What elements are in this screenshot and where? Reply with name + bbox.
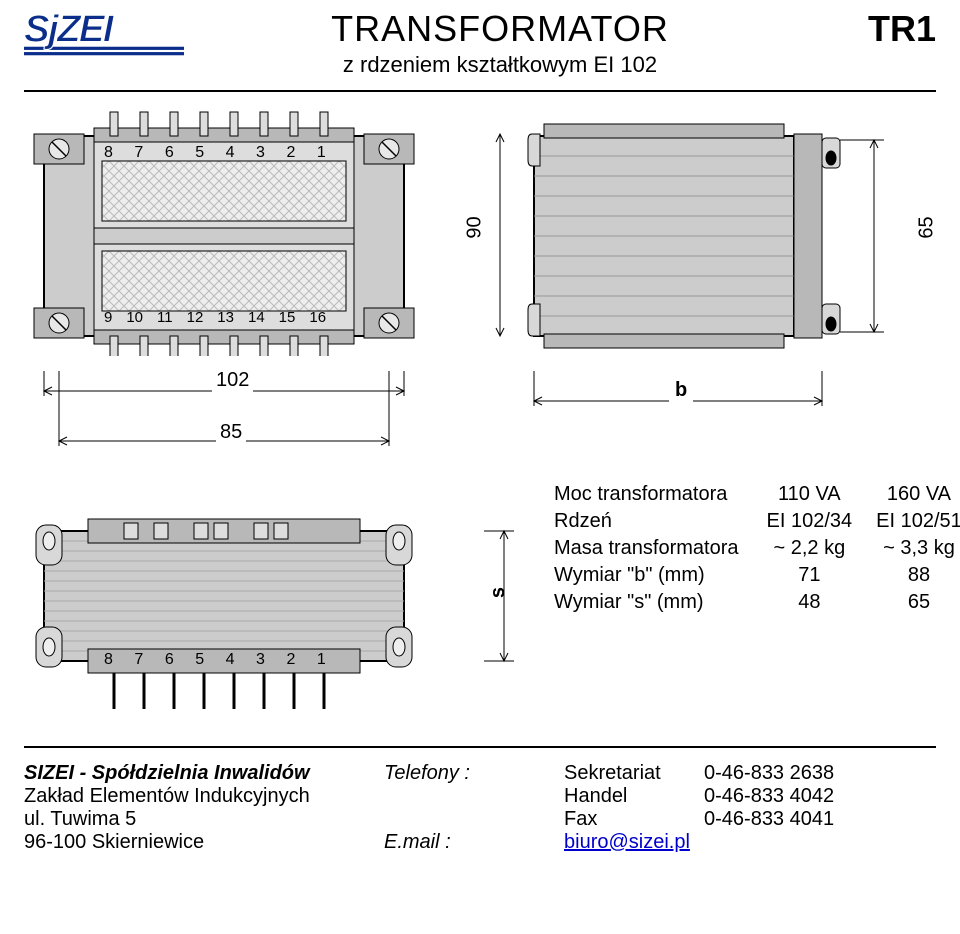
pin-label: 6	[165, 144, 174, 162]
spec-v1: 110 VA	[755, 481, 865, 508]
svg-text:SjZEI: SjZEI	[24, 8, 115, 50]
pin-label: 5	[195, 144, 204, 162]
dim-s-wrap: s	[484, 481, 524, 716]
pin-label: 11	[157, 309, 173, 326]
pin-label: 16	[309, 309, 326, 326]
product-code: TR1	[816, 8, 936, 50]
spec-name: Moc transformatora	[554, 481, 755, 508]
dim-90: 90	[464, 216, 487, 238]
pin-label: 7	[134, 651, 143, 669]
company-name: SIZEI - Spółdzielnia Inwalidów	[24, 762, 384, 785]
pin-label: 15	[279, 309, 296, 326]
dims-right: b	[474, 371, 936, 471]
specs-row: 8 7 6 5 4 3 2 1 s	[24, 481, 936, 716]
pin-label: 3	[256, 651, 265, 669]
pin-label: 3	[256, 144, 265, 162]
dim-s: s	[487, 587, 510, 598]
spec-row: Rdzeń EI 102/34 EI 102/51	[554, 508, 960, 535]
dim-85: 85	[216, 421, 246, 444]
spec-row: Wymiar "b" (mm) 71 88	[554, 562, 960, 589]
email-label: E.mail :	[384, 831, 564, 854]
pin-label: 10	[126, 309, 143, 326]
specs-table-wrap: Moc transformatora 110 VA 160 VA Rdzeń E…	[554, 481, 960, 616]
spec-row: Masa transformatora ~ 2,2 kg ~ 3,3 kg	[554, 535, 960, 562]
pin-label: 2	[286, 144, 295, 162]
footer: SIZEI - Spółdzielnia Inwalidów Zakład El…	[24, 762, 936, 854]
footer-address: SIZEI - Spółdzielnia Inwalidów Zakład El…	[24, 762, 384, 854]
pin-label: 7	[134, 144, 143, 162]
pin-label: 4	[226, 144, 235, 162]
dim-102: 102	[212, 369, 253, 392]
pin-label: 14	[248, 309, 265, 326]
contact-label: Sekretariat	[564, 762, 694, 785]
front-view: 8 7 6 5 4 3 2 1 9 10 11 12 13 14 15	[24, 106, 454, 361]
footer-labels: Telefony : E.mail :	[384, 762, 564, 854]
footer-contacts: Sekretariat 0-46-833 2638 Handel 0-46-83…	[564, 762, 936, 854]
top-view-wrap: 8 7 6 5 4 3 2 1	[24, 481, 454, 716]
company-city: 96-100 Skierniewice	[24, 831, 384, 854]
pin-label: 2	[286, 651, 295, 669]
pin-label: 4	[226, 651, 235, 669]
contact-num: 0-46-833 4041	[704, 808, 834, 831]
spec-v2: 88	[864, 562, 960, 589]
dims-left: 102 85	[24, 371, 454, 471]
spec-v1: ~ 2,2 kg	[755, 535, 865, 562]
pin-label: 12	[187, 309, 204, 326]
spec-name: Rdzeń	[554, 508, 755, 535]
pin-label: 6	[165, 651, 174, 669]
title-main: TRANSFORMATOR	[184, 8, 816, 50]
pin-label: 13	[217, 309, 234, 326]
side-view-wrap: 90	[474, 106, 936, 361]
logo: SjZEI	[24, 8, 184, 67]
email-link[interactable]: biuro@sizei.pl	[564, 831, 690, 853]
page-root: SjZEI TRANSFORMATOR z rdzeniem kształtko…	[0, 0, 960, 874]
spec-v2: 160 VA	[864, 481, 960, 508]
specs-table: Moc transformatora 110 VA 160 VA Rdzeń E…	[554, 481, 960, 616]
pin-label: 5	[195, 651, 204, 669]
spec-name: Wymiar "b" (mm)	[554, 562, 755, 589]
company-street: ul. Tuwima 5	[24, 808, 384, 831]
front-view-wrap: 8 7 6 5 4 3 2 1 9 10 11 12 13 14 15	[24, 106, 454, 361]
spec-row: Wymiar "s" (mm) 48 65	[554, 589, 960, 616]
drawings-row-1: 8 7 6 5 4 3 2 1 9 10 11 12 13 14 15	[24, 106, 936, 361]
spec-v2: EI 102/51	[864, 508, 960, 535]
pin-label: 1	[317, 651, 326, 669]
spec-v2: ~ 3,3 kg	[864, 535, 960, 562]
spec-v1: 48	[755, 589, 865, 616]
contact-label: Fax	[564, 808, 694, 831]
company-dept: Zakład Elementów Indukcyjnych	[24, 785, 384, 808]
pin-label: 9	[104, 309, 112, 326]
contact-num: 0-46-833 2638	[704, 762, 834, 785]
spec-v1: EI 102/34	[755, 508, 865, 535]
spec-name: Wymiar "s" (mm)	[554, 589, 755, 616]
phones-label: Telefony :	[384, 762, 564, 785]
pin-label: 8	[104, 651, 113, 669]
spec-row: Moc transformatora 110 VA 160 VA	[554, 481, 960, 508]
spec-v1: 71	[755, 562, 865, 589]
title-sub: z rdzeniem kształtkowym EI 102	[184, 52, 816, 78]
footer-divider	[24, 746, 936, 748]
side-view	[474, 106, 904, 356]
contact-label: Handel	[564, 785, 694, 808]
spec-name: Masa transformatora	[554, 535, 755, 562]
dim-b: b	[669, 379, 693, 402]
drawings-row-2: 102 85 b	[24, 371, 936, 471]
contact-num: 0-46-833 4042	[704, 785, 834, 808]
title-block: TRANSFORMATOR z rdzeniem kształtkowym EI…	[184, 8, 816, 78]
dim-65: 65	[915, 216, 938, 238]
pin-label: 1	[317, 144, 326, 162]
pin-label: 8	[104, 144, 113, 162]
header-divider	[24, 90, 936, 92]
top-view: 8 7 6 5 4 3 2 1	[24, 481, 454, 716]
spec-v2: 65	[864, 589, 960, 616]
header: SjZEI TRANSFORMATOR z rdzeniem kształtko…	[24, 8, 936, 78]
